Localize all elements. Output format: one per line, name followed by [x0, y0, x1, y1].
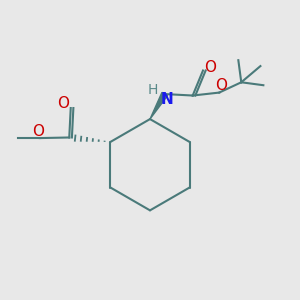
Text: H: H: [147, 82, 158, 97]
Text: O: O: [32, 124, 44, 139]
Text: O: O: [215, 78, 227, 93]
Text: O: O: [204, 60, 216, 75]
Text: O: O: [57, 96, 69, 111]
Polygon shape: [150, 92, 167, 119]
Text: N: N: [160, 92, 173, 107]
